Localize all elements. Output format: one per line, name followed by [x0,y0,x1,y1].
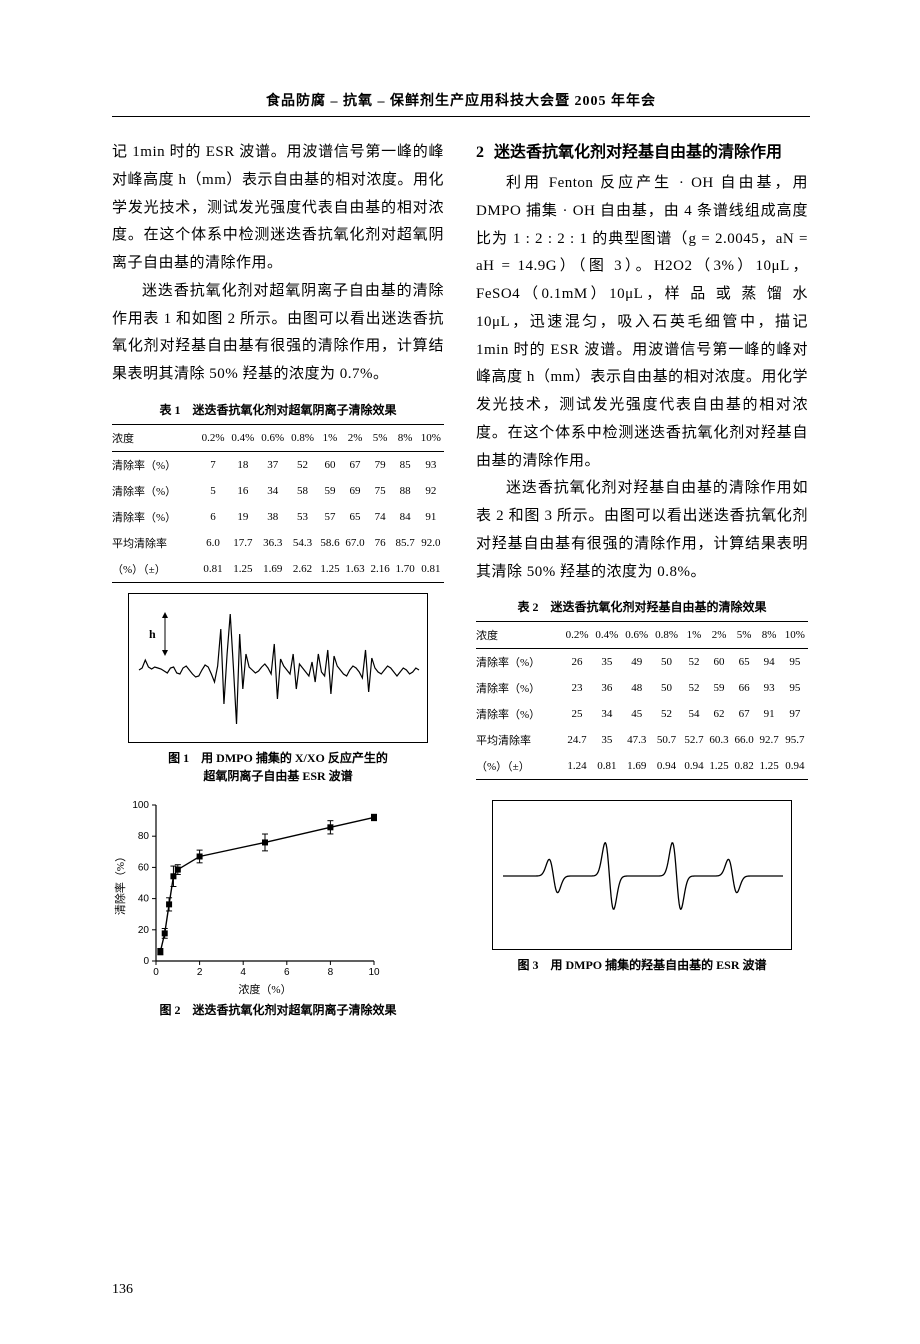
svg-text:20: 20 [138,925,150,936]
page-number: 136 [112,1282,133,1298]
figure-1-plot: h [128,593,428,743]
section-2-title-text: 迷迭香抗氧化剂对羟基自由基的清除作用 [494,144,782,161]
svg-text:10: 10 [368,967,380,978]
right-column: 2 迷迭香抗氧化剂对羟基自由基的清除作用 利用 Fenton 反应产生 · OH … [476,139,808,1019]
svg-text:100: 100 [132,800,149,811]
figure-3-plot [492,800,792,950]
svg-text:0: 0 [143,956,149,967]
svg-text:80: 80 [138,831,150,842]
table2: 浓度0.2%0.4%0.6%0.8%1%2%5%8%10% 清除率（%）2635… [476,621,808,780]
svg-text:6: 6 [284,967,290,978]
table1-caption: 表 1 迷迭香抗氧化剂对超氧阴离子清除效果 [112,401,444,418]
fig1-caption-l1: 图 1 用 DMPO 捕集的 X/XO 反应产生的 [168,751,388,765]
table1: 浓度0.2%0.4%0.6%0.8%1%2%5%8%10% 清除率（%）7183… [112,424,444,583]
svg-text:浓度（%）: 浓度（%） [238,982,291,995]
table2-caption: 表 2 迷迭香抗氧化剂对羟基自由基的清除效果 [476,598,808,615]
fig3-caption: 图 3 用 DMPO 捕集的羟基自由基的 ESR 波谱 [476,956,808,974]
svg-text:0: 0 [153,967,159,978]
svg-text:清除率（%）: 清除率（%） [113,851,127,915]
svg-text:8: 8 [328,967,334,978]
figure-3: 图 3 用 DMPO 捕集的羟基自由基的 ESR 波谱 [476,800,808,974]
svg-text:h: h [149,627,156,641]
figure-1: h 图 1 用 DMPO 捕集的 X/XO 反应产生的 超氧阴离子自由基 ESR… [112,593,444,785]
right-para-2: 迷迭香抗氧化剂对羟基自由基的清除作用如表 2 和图 3 所示。由图可以看出迷迭香… [476,475,808,586]
section-2-title: 2 迷迭香抗氧化剂对羟基自由基的清除作用 [476,139,808,166]
svg-text:4: 4 [240,967,246,978]
left-para-1: 记 1min 时的 ESR 波谱。用波谱信号第一峰的峰对峰高度 h（mm）表示自… [112,139,444,278]
section-2-num: 2 [476,139,484,166]
fig1-caption-l2: 超氧阴离子自由基 ESR 波谱 [203,769,352,783]
figure-2-plot: 0 20 40 60 80 100 0 2 4 6 8 10 浓度（%） 清除率（%） [112,795,444,995]
left-column: 记 1min 时的 ESR 波谱。用波谱信号第一峰的峰对峰高度 h（mm）表示自… [112,139,444,1019]
svg-text:60: 60 [138,862,150,873]
left-para-2: 迷迭香抗氧化剂对超氧阴离子自由基的清除作用表 1 和如图 2 所示。由图可以看出… [112,278,444,389]
svg-text:40: 40 [138,893,150,904]
figure-2: 0 20 40 60 80 100 0 2 4 6 8 10 浓度（%） 清除率（%） 图 2 迷迭香抗氧… [112,795,444,1019]
svg-text:2: 2 [197,967,203,978]
running-header: 食品防腐 – 抗氧 – 保鲜剂生产应用科技大会暨 2005 年年会 [112,90,810,117]
right-para-1: 利用 Fenton 反应产生 · OH 自由基，用 DMPO 捕集 · OH 自… [476,170,808,475]
fig2-caption: 图 2 迷迭香抗氧化剂对超氧阴离子清除效果 [112,1001,444,1019]
